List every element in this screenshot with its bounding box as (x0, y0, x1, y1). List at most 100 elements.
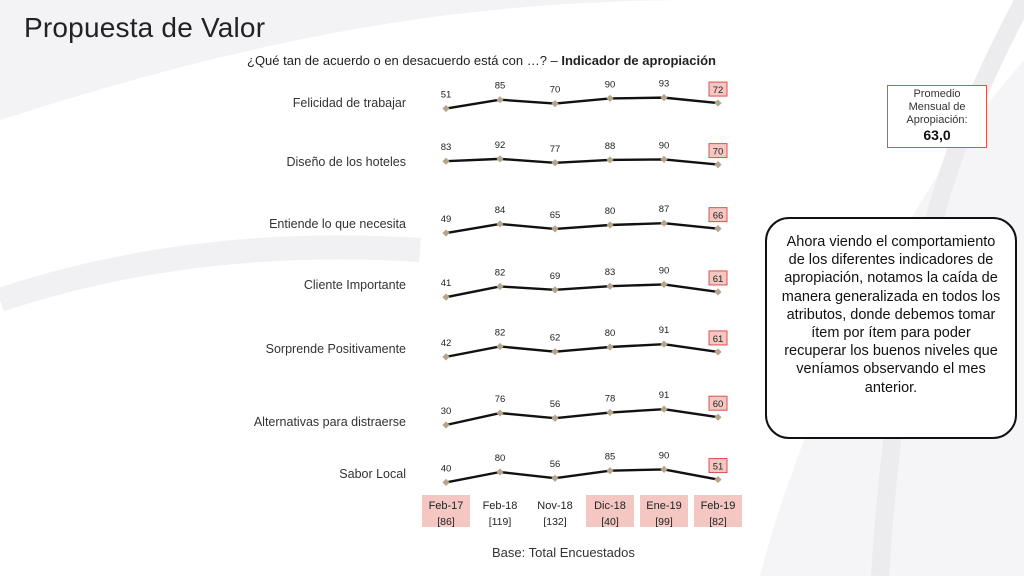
base-count-label: [82] (709, 516, 727, 528)
data-label: 56 (550, 459, 561, 470)
highlight-box (708, 330, 728, 346)
data-label: 80 (495, 453, 506, 464)
data-point (606, 282, 614, 290)
data-label: 70 (713, 147, 724, 158)
data-point (551, 348, 559, 356)
data-point (551, 286, 559, 294)
chart-subtitle: ¿Qué tan de acuerdo o en desacuerdo está… (247, 53, 716, 68)
data-label: 51 (441, 90, 452, 101)
data-point (496, 282, 504, 291)
data-point (551, 159, 559, 167)
data-point (442, 353, 450, 361)
data-point (551, 100, 559, 108)
category-label: Feb-18 (483, 500, 518, 512)
data-point (551, 225, 559, 233)
data-label: 92 (495, 140, 506, 151)
data-label: 90 (659, 140, 670, 151)
category-highlight (422, 495, 470, 527)
data-label: 61 (713, 334, 724, 345)
data-label: 80 (605, 206, 616, 217)
base-note: Base: Total Encuestados (492, 545, 635, 560)
category-label: Feb-17 (429, 500, 464, 512)
data-label: 77 (550, 144, 561, 155)
data-label: 69 (550, 271, 561, 282)
promedio-label-1: Promedio (913, 88, 961, 100)
data-point (714, 475, 722, 484)
subtitle-indicator: Indicador de apropiación (561, 53, 716, 68)
data-point (496, 468, 504, 476)
highlight-box (708, 81, 728, 97)
data-label: 90 (605, 79, 616, 90)
data-label: 30 (441, 406, 452, 417)
data-label: 85 (495, 81, 506, 92)
data-point (551, 414, 559, 422)
data-label: 83 (441, 142, 452, 153)
promedio-value: 63,0 (923, 127, 951, 143)
data-point (496, 220, 504, 228)
data-point (714, 225, 722, 233)
category-label: Feb-19 (701, 500, 736, 512)
data-label: 84 (495, 205, 506, 216)
data-point (660, 405, 668, 413)
data-label: 42 (441, 338, 452, 349)
data-label: 80 (605, 328, 616, 339)
data-point (442, 421, 450, 429)
base-count-label: [99] (655, 516, 673, 528)
highlight-box (708, 270, 728, 286)
row-label: Sorprende Positivamente (265, 342, 406, 356)
row-label: Sabor Local (339, 467, 406, 481)
row-label: Cliente Importante (303, 278, 406, 292)
data-point (660, 280, 668, 288)
data-label: 51 (713, 462, 724, 473)
row-label: Entiende lo que necesita (269, 217, 406, 231)
data-point (606, 408, 614, 417)
data-label: 70 (550, 85, 561, 96)
data-label: 87 (659, 204, 670, 215)
data-point (606, 156, 614, 164)
data-label: 91 (659, 325, 670, 336)
data-label: 62 (550, 333, 561, 344)
data-point (660, 465, 668, 473)
data-label: 60 (713, 399, 724, 410)
data-point (496, 409, 504, 417)
data-point (496, 342, 504, 351)
series-line (445, 283, 719, 299)
base-count-label: [132] (543, 516, 566, 528)
data-point (442, 104, 450, 113)
data-point (660, 155, 668, 163)
data-label: 76 (495, 394, 506, 405)
series-line (445, 407, 719, 427)
category-highlight (586, 495, 634, 527)
page-title: Propuesta de Valor (24, 12, 266, 43)
data-label: 83 (605, 267, 616, 278)
data-label: 82 (495, 267, 506, 278)
data-point (442, 229, 450, 237)
data-label: 65 (550, 210, 561, 221)
data-point (606, 343, 614, 351)
series-line (445, 468, 719, 484)
data-point (442, 478, 450, 486)
insight-callout: Ahora viendo el comportamiento de los di… (765, 217, 1017, 439)
promedio-label-3: Apropiación: (906, 114, 968, 126)
data-point (606, 221, 614, 229)
data-label: 72 (713, 85, 724, 96)
data-label: 49 (441, 214, 452, 225)
row-label: Alternativas para distraerse (253, 415, 406, 429)
category-label: Nov-18 (537, 500, 572, 512)
data-point (496, 155, 504, 163)
data-point (660, 219, 668, 227)
data-point (442, 157, 450, 165)
category-highlight (640, 495, 688, 527)
base-count-label: [119] (489, 516, 512, 528)
row-label: Diseño de los hoteles (286, 155, 406, 169)
promedio-label-2: Mensual de (908, 101, 966, 113)
data-label: 82 (495, 327, 506, 338)
category-label: Dic-18 (594, 500, 626, 512)
series-line (445, 221, 719, 235)
data-point (714, 348, 722, 356)
data-point (496, 96, 504, 104)
series-line (445, 342, 719, 359)
data-point (660, 94, 668, 102)
data-point (714, 413, 722, 421)
highlight-box (708, 143, 728, 159)
